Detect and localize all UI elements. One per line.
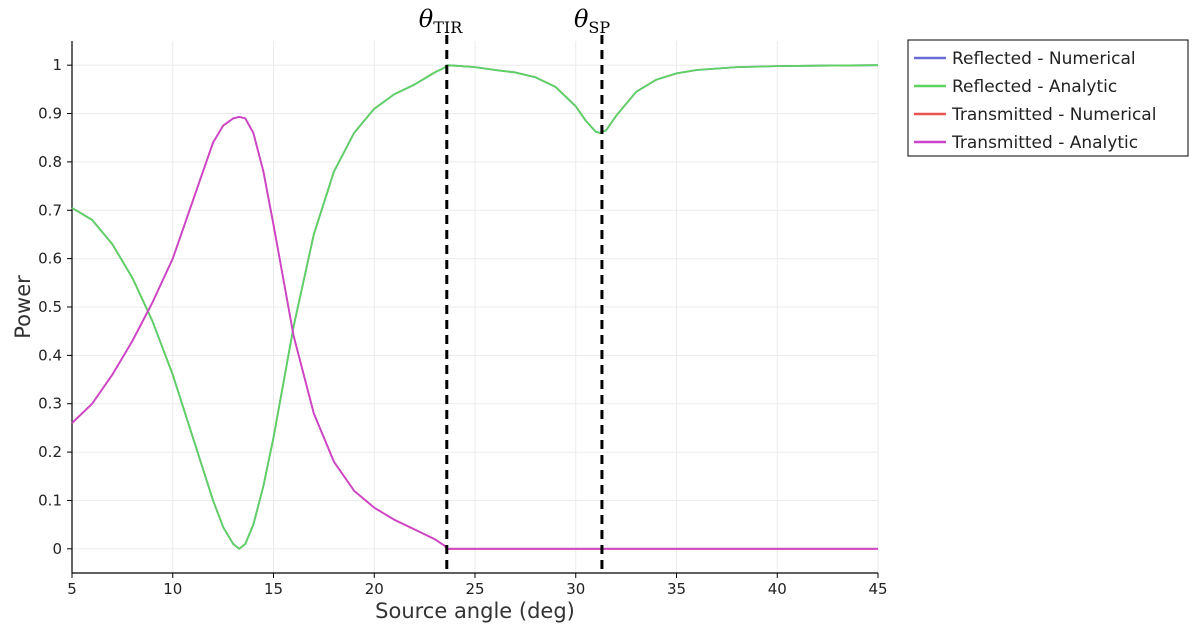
grid (71, 41, 879, 573)
y-tick-label: 0.4 (38, 346, 62, 364)
y-tick-label: 0.3 (38, 395, 62, 413)
series-line-transmitted-analytic (71, 116, 878, 550)
x-tick-label: 45 (868, 580, 887, 598)
vertical-markers: θTIR θSP (419, 5, 610, 573)
y-tick-label: 0.7 (38, 201, 62, 219)
series-line-reflected-analytic (71, 64, 879, 550)
vline-label-sp: θSP (574, 5, 610, 37)
x-tick-label: 5 (67, 580, 77, 598)
x-axis-title: Source angle (deg) (375, 599, 575, 623)
vline-subscript-sp: SP (588, 18, 610, 37)
vline-label-tir: θTIR (419, 5, 463, 37)
series-lines (71, 64, 879, 550)
legend: Reflected - Numerical Reflected - Analyti… (907, 39, 1189, 157)
y-tick-label: 0.9 (38, 105, 62, 123)
legend-label-transmitted-numerical: Transmitted - Numerical (951, 105, 1156, 125)
x-tick-label: 40 (768, 580, 787, 598)
legend-label-reflected-analytic: Reflected - Analytic (952, 77, 1117, 97)
y-tick-label: 0.1 (38, 491, 62, 509)
y-tick-label: 0 (52, 540, 62, 558)
y-tick-label: 0.6 (38, 250, 62, 268)
legend-label-reflected-numerical: Reflected - Numerical (952, 49, 1136, 69)
x-tick-label: 15 (264, 580, 283, 598)
x-tick-label: 35 (667, 580, 686, 598)
y-tick-label: 1 (52, 56, 62, 74)
legend-label-transmitted-analytic: Transmitted - Analytic (951, 133, 1138, 153)
x-tick-label: 30 (566, 580, 585, 598)
legend-box (907, 39, 1189, 157)
x-tick-label: 10 (163, 580, 182, 598)
vline-subscript-tir: TIR (433, 18, 463, 37)
x-tick-label: 25 (465, 580, 484, 598)
y-axis-title: Power (11, 275, 35, 339)
y-tick-label: 0.2 (38, 443, 62, 461)
y-tick-label: 0.8 (38, 153, 62, 171)
y-tick-label: 0.5 (38, 298, 62, 316)
x-tick-label: 20 (365, 580, 384, 598)
axes: 5 10 15 20 25 30 35 40 45 0 0.1 0.2 0.3 0.4 0.5 0.6 0.7 0… (38, 41, 888, 598)
